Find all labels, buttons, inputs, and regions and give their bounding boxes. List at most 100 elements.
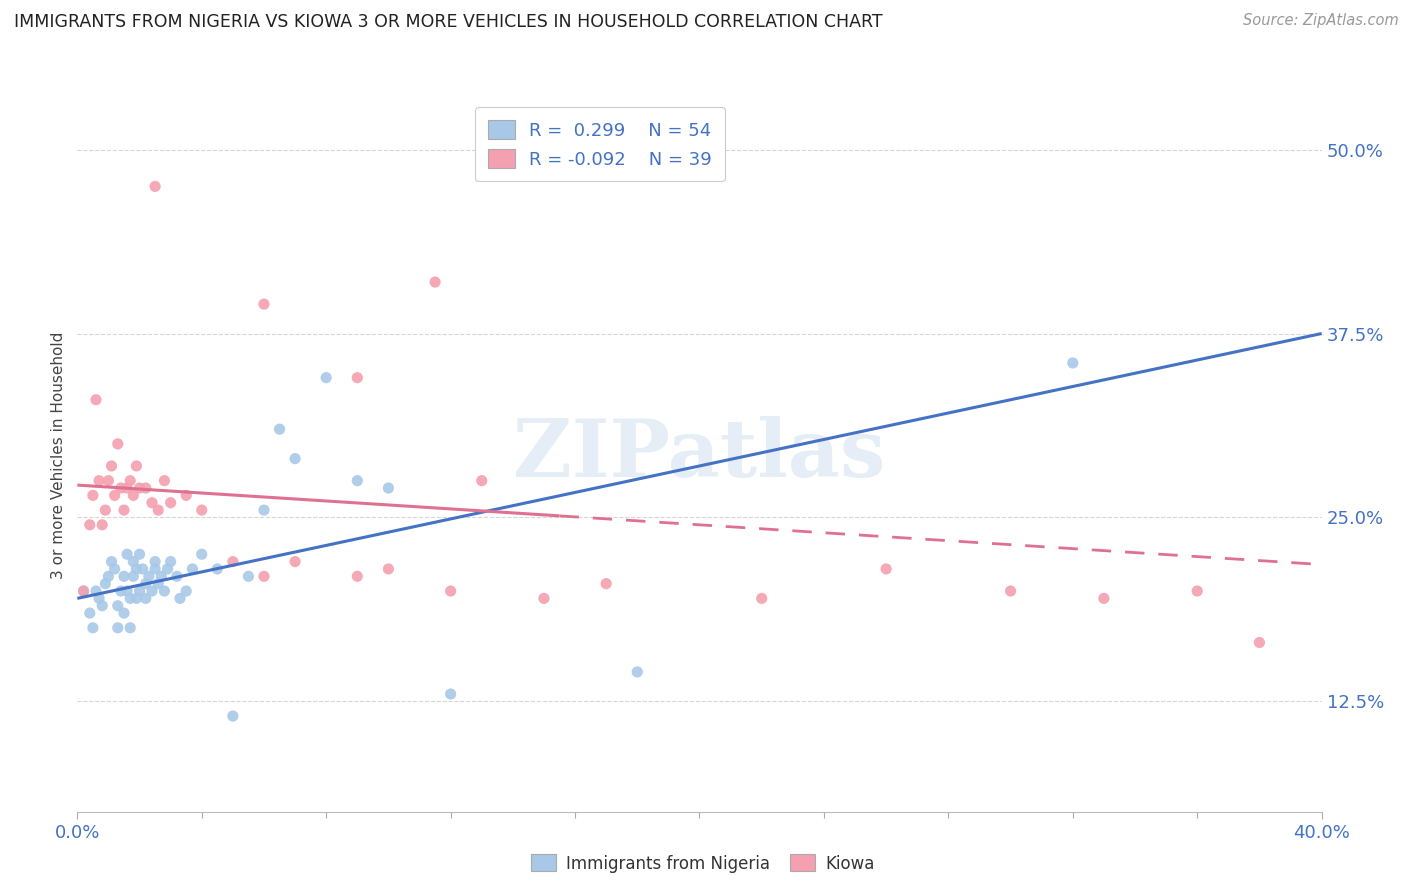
Point	[533, 591, 555, 606]
Point	[135, 591, 157, 606]
Point	[94, 576, 117, 591]
Point	[79, 517, 101, 532]
Point	[1187, 584, 1209, 599]
Point	[143, 562, 166, 576]
Text: IMMIGRANTS FROM NIGERIA VS KIOWA 3 OR MORE VEHICLES IN HOUSEHOLD CORRELATION CHA: IMMIGRANTS FROM NIGERIA VS KIOWA 3 OR MO…	[14, 13, 883, 31]
Point	[138, 569, 160, 583]
Legend: R =  0.299    N = 54, R = -0.092    N = 39: R = 0.299 N = 54, R = -0.092 N = 39	[475, 107, 724, 181]
Point	[125, 458, 148, 473]
Text: Source: ZipAtlas.com: Source: ZipAtlas.com	[1243, 13, 1399, 29]
Point	[174, 488, 197, 502]
Point	[100, 555, 122, 569]
Y-axis label: 3 or more Vehicles in Household: 3 or more Vehicles in Household	[51, 331, 66, 579]
Point	[82, 488, 104, 502]
Point	[128, 547, 150, 561]
Point	[875, 562, 897, 576]
Point	[1249, 635, 1271, 649]
Point	[346, 370, 368, 384]
Point	[84, 392, 107, 407]
Point	[131, 562, 153, 576]
Point	[107, 437, 129, 451]
Point	[84, 584, 107, 599]
Point	[377, 481, 399, 495]
Point	[253, 569, 276, 583]
Point	[107, 621, 129, 635]
Point	[191, 547, 214, 561]
Point	[148, 503, 170, 517]
Point	[122, 555, 145, 569]
Point	[1000, 584, 1022, 599]
Point	[143, 179, 166, 194]
Point	[82, 621, 104, 635]
Point	[253, 297, 276, 311]
Point	[97, 474, 120, 488]
Legend: Immigrants from Nigeria, Kiowa: Immigrants from Nigeria, Kiowa	[524, 847, 882, 880]
Point	[87, 474, 110, 488]
Point	[97, 569, 120, 583]
Point	[120, 474, 142, 488]
Point	[751, 591, 773, 606]
Point	[141, 496, 163, 510]
Point	[110, 481, 132, 495]
Point	[135, 481, 157, 495]
Point	[181, 562, 204, 576]
Point	[207, 562, 229, 576]
Point	[1062, 356, 1084, 370]
Point	[128, 584, 150, 599]
Point	[153, 584, 176, 599]
Point	[166, 569, 188, 583]
Point	[238, 569, 260, 583]
Point	[169, 591, 191, 606]
Point	[471, 474, 494, 488]
Point	[135, 576, 157, 591]
Point	[1092, 591, 1115, 606]
Point	[222, 709, 245, 723]
Point	[79, 606, 101, 620]
Point	[72, 584, 94, 599]
Point	[72, 584, 94, 599]
Point	[440, 687, 463, 701]
Point	[115, 584, 138, 599]
Point	[315, 370, 337, 384]
Point	[115, 547, 138, 561]
Text: ZIPatlas: ZIPatlas	[513, 416, 886, 494]
Point	[253, 503, 276, 517]
Point	[112, 503, 135, 517]
Point	[91, 517, 114, 532]
Point	[110, 584, 132, 599]
Point	[122, 488, 145, 502]
Point	[115, 481, 138, 495]
Point	[595, 576, 617, 591]
Point	[150, 569, 173, 583]
Point	[377, 562, 399, 576]
Point	[112, 569, 135, 583]
Point	[284, 555, 307, 569]
Point	[156, 562, 179, 576]
Point	[159, 555, 181, 569]
Point	[94, 503, 117, 517]
Point	[104, 488, 127, 502]
Point	[269, 422, 291, 436]
Point	[153, 474, 176, 488]
Point	[112, 606, 135, 620]
Point	[104, 562, 127, 576]
Point	[191, 503, 214, 517]
Point	[91, 599, 114, 613]
Point	[346, 569, 368, 583]
Point	[284, 451, 307, 466]
Point	[120, 621, 142, 635]
Point	[100, 458, 122, 473]
Point	[440, 584, 463, 599]
Point	[423, 275, 446, 289]
Point	[626, 665, 648, 679]
Point	[143, 555, 166, 569]
Point	[125, 591, 148, 606]
Point	[120, 591, 142, 606]
Point	[125, 562, 148, 576]
Point	[87, 591, 110, 606]
Point	[107, 599, 129, 613]
Point	[159, 496, 181, 510]
Point	[346, 474, 368, 488]
Point	[128, 481, 150, 495]
Point	[122, 569, 145, 583]
